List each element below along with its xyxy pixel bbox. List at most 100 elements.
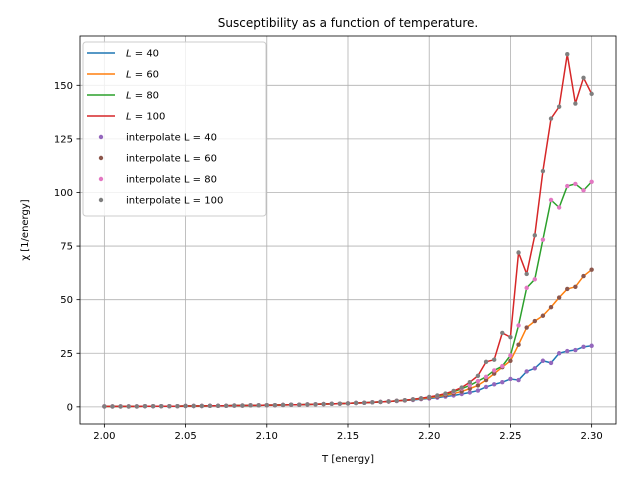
interpolate-point: [532, 366, 537, 371]
interpolate-point: [467, 380, 473, 385]
interpolate-point: [443, 391, 448, 396]
legend-marker-swatch: [98, 134, 104, 140]
interpolate-point: [483, 384, 489, 390]
interpolate-point: [500, 330, 505, 336]
interpolate-point: [548, 197, 554, 203]
interpolate-point: [232, 403, 237, 408]
interpolate-point: [394, 398, 399, 404]
y-axis-ticks: 0 25 50 75 100 125 150: [54, 81, 80, 413]
interpolate-point: [321, 401, 326, 407]
legend-label: L = 80: [126, 91, 159, 102]
interpolate-point: [215, 403, 221, 408]
legend-label: L = 100: [126, 112, 165, 123]
series-points: [102, 52, 594, 409]
x-axis-label: T [energy]: [321, 454, 374, 465]
interpolate-point: [118, 404, 123, 409]
interpolate-point: [508, 376, 513, 382]
interpolate-point: [565, 52, 570, 57]
legend: L = 40 L = 60 L = 80 L = 100 interpolate L =…: [82, 41, 267, 217]
interpolate-point: [556, 205, 562, 210]
interpolate-point: [378, 399, 383, 405]
interpolate-point: [516, 250, 521, 255]
interpolate-point: [508, 358, 513, 363]
interpolate-point: [516, 377, 521, 383]
interpolate-point: [532, 233, 537, 238]
y-tick-label: 125: [54, 134, 73, 145]
interpolate-point: [581, 188, 586, 193]
y-axis-label: χ [1/energy]: [20, 199, 31, 260]
interpolate-point: [329, 401, 334, 407]
interpolate-point: [581, 273, 586, 279]
x-tick-label: 2.05: [174, 431, 196, 442]
interpolate-point: [264, 402, 269, 408]
interpolate-point: [524, 271, 529, 277]
interpolate-point: [483, 359, 489, 365]
legend-label: L = 40: [126, 49, 159, 60]
interpolate-point: [500, 380, 505, 385]
interpolate-point: [524, 325, 529, 330]
x-tick-label: 2.25: [499, 431, 521, 442]
interpolate-point: [150, 404, 156, 409]
interpolate-point: [240, 403, 245, 408]
interpolate-point: [540, 237, 546, 242]
interpolate-point: [427, 394, 432, 400]
interpolate-point: [175, 404, 180, 409]
x-tick-label: 2.30: [581, 431, 603, 442]
y-tick-label: 50: [60, 295, 73, 306]
interpolate-point: [402, 398, 408, 403]
interpolate-point: [548, 360, 554, 366]
interpolate-point: [581, 75, 586, 81]
interpolate-point: [573, 101, 578, 106]
interpolate-point: [345, 401, 351, 406]
interpolate-point: [491, 371, 497, 376]
interpolate-point: [532, 277, 537, 282]
interpolate-point: [500, 363, 505, 369]
y-tick-label: 0: [67, 402, 73, 413]
interpolate-point: [524, 285, 529, 291]
interpolate-point: [451, 388, 456, 394]
interpolate-point: [589, 91, 594, 97]
interpolate-point: [508, 353, 513, 358]
interpolate-point: [288, 402, 294, 407]
interpolate-point: [475, 373, 481, 378]
interpolate-point: [467, 383, 473, 388]
interpolate-point: [548, 304, 554, 310]
legend-label: interpolate L = 40: [126, 133, 217, 144]
interpolate-point: [516, 323, 521, 328]
interpolate-point: [207, 403, 213, 408]
interpolate-point: [565, 183, 570, 189]
interpolate-point: [110, 404, 115, 409]
interpolate-point: [524, 369, 529, 374]
interpolate-point: [353, 400, 359, 406]
interpolate-point: [491, 382, 497, 387]
interpolate-point: [191, 403, 196, 409]
interpolate-point: [159, 404, 164, 409]
interpolate-point: [556, 104, 562, 109]
interpolate-point: [467, 386, 473, 391]
interpolate-point: [305, 402, 310, 407]
legend-label: interpolate L = 100: [126, 196, 223, 207]
interpolate-point: [134, 404, 140, 409]
interpolate-point: [313, 402, 318, 407]
interpolate-point: [565, 348, 570, 354]
y-tick-label: 75: [60, 242, 73, 253]
interpolate-point: [126, 404, 131, 409]
interpolate-point: [589, 343, 594, 348]
interpolate-point: [540, 313, 546, 318]
chart-title: Susceptibility as a function of temperat…: [218, 16, 478, 30]
legend-label: interpolate L = 80: [126, 175, 217, 186]
interpolate-point: [540, 358, 546, 363]
interpolate-point: [272, 402, 278, 408]
x-tick-label: 2.00: [93, 431, 115, 442]
interpolate-point: [370, 400, 375, 405]
interpolate-point: [475, 388, 481, 393]
x-tick-label: 2.20: [418, 431, 440, 442]
interpolate-point: [102, 404, 107, 409]
interpolate-point: [199, 403, 205, 409]
interpolate-point: [556, 295, 562, 300]
interpolate-point: [548, 116, 554, 121]
y-tick-label: 100: [54, 188, 73, 199]
legend-marker-swatch: [98, 176, 104, 182]
interpolate-point: [223, 403, 229, 408]
interpolate-point: [410, 397, 416, 402]
